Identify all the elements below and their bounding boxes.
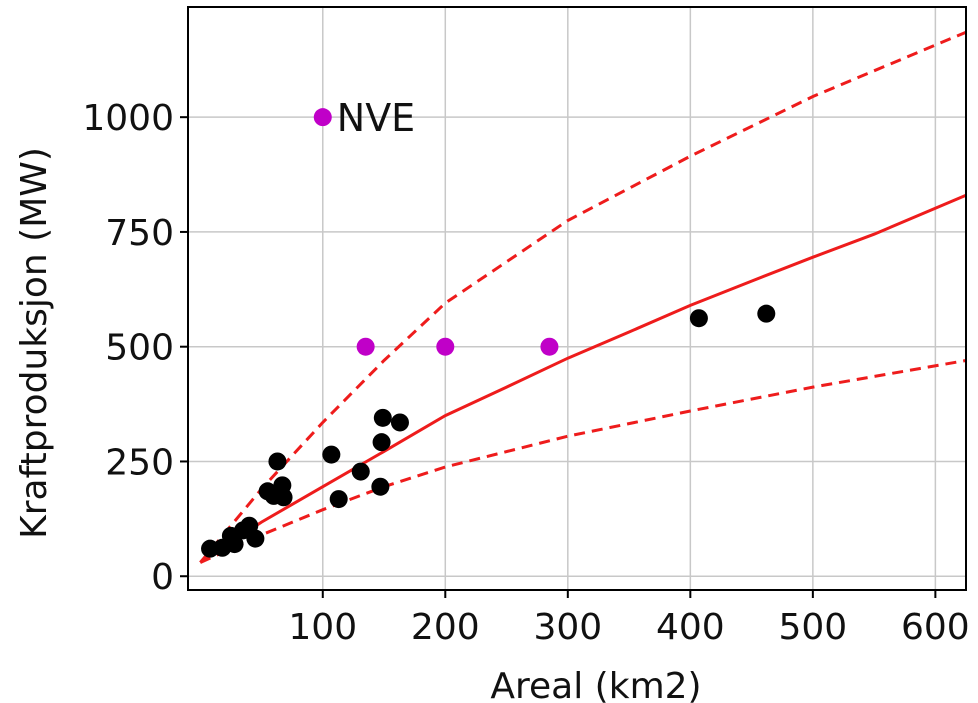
x-tick-label: 500 xyxy=(778,607,847,648)
dashed-fit-curve xyxy=(199,30,967,564)
data-point xyxy=(351,462,370,481)
fit-curves xyxy=(199,30,967,564)
solid-fit-curve xyxy=(199,193,967,564)
y-tick-label: 1000 xyxy=(82,98,174,139)
grid xyxy=(188,7,966,590)
data-point xyxy=(371,477,390,496)
data-points xyxy=(201,108,776,558)
x-tick-label: 600 xyxy=(901,607,970,648)
x-axis-label: Areal (km2) xyxy=(490,666,701,703)
x-tick-label: 300 xyxy=(533,607,602,648)
data-point xyxy=(373,408,392,427)
data-point xyxy=(225,535,244,554)
dashed-fit-curve xyxy=(199,359,967,564)
y-tick-label: 750 xyxy=(105,213,174,254)
data-point xyxy=(390,413,409,432)
plot-frame xyxy=(187,6,967,591)
x-axis-ticks: 100 200 300 400 500 600 xyxy=(288,590,970,648)
x-tick-label: 400 xyxy=(656,607,725,648)
data-point xyxy=(689,309,708,328)
data-point xyxy=(329,490,348,509)
x-tick-label: 100 xyxy=(288,607,357,648)
nve-data-point xyxy=(313,108,332,127)
nve-data-point xyxy=(436,337,455,356)
data-point xyxy=(322,445,341,464)
annotation-label: NVE xyxy=(337,96,415,140)
y-tick-label: 0 xyxy=(151,557,174,598)
y-axis-ticks: 0 250 500 750 1000 xyxy=(82,98,188,598)
nve-data-point xyxy=(356,337,375,356)
y-tick-label: 250 xyxy=(105,442,174,483)
data-point xyxy=(268,452,287,471)
y-tick-label: 500 xyxy=(105,328,174,369)
nve-data-point xyxy=(540,337,559,356)
data-point xyxy=(757,304,776,323)
y-axis-label: Kraftproduksjon (MW) xyxy=(14,147,55,539)
x-tick-label: 200 xyxy=(411,607,480,648)
data-point xyxy=(246,529,265,548)
data-point xyxy=(274,488,293,507)
data-point xyxy=(372,433,391,452)
annotations: NVE xyxy=(337,96,415,140)
